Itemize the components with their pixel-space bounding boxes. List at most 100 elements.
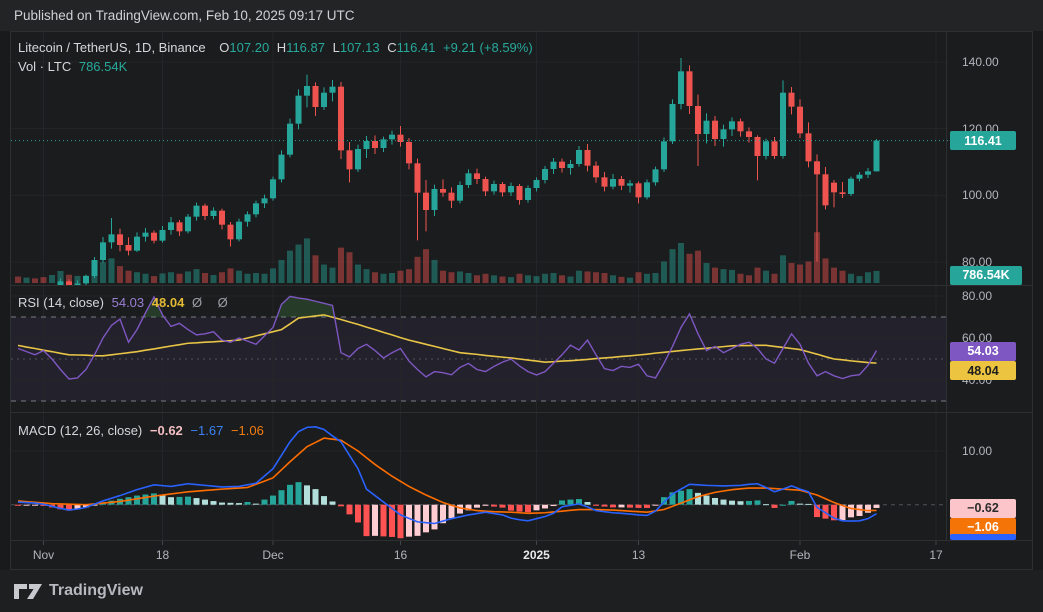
tradingview-logo[interactable]: TradingView <box>13 582 143 600</box>
macd-histogram-bar <box>202 499 208 505</box>
candle-body <box>610 179 616 187</box>
macd-histogram-bar <box>763 504 769 506</box>
macd-histogram-bar <box>839 504 846 521</box>
candle-body <box>703 120 710 134</box>
volume-bar <box>261 273 268 283</box>
volume-bar <box>848 273 854 283</box>
macd-histogram-bar <box>678 490 684 505</box>
volume-bar <box>406 269 412 283</box>
candle-body <box>125 245 132 251</box>
time-axis-label: Nov <box>32 548 55 562</box>
main-legend: Litecoin / TetherUS, 1D, Binance O107.20… <box>18 40 537 55</box>
macd-title[interactable]: MACD (12, 26, close) <box>18 423 143 438</box>
volume-bar <box>270 268 276 283</box>
macd-histogram-bar <box>244 502 251 505</box>
candle-body <box>814 161 820 175</box>
candle-body <box>414 163 421 193</box>
time-axis-label: 13 <box>631 548 646 562</box>
volume-bar <box>74 275 81 283</box>
volume-bar <box>525 275 531 283</box>
macd-histogram-bar <box>797 503 803 505</box>
candle-body <box>567 164 574 168</box>
candle-body <box>312 86 319 107</box>
close-value: 116.41 <box>396 40 436 55</box>
volume-bar <box>635 272 642 283</box>
candle-body <box>57 281 64 285</box>
candle-body <box>210 210 217 216</box>
volume-bar <box>414 256 421 283</box>
volume-bar <box>516 273 523 283</box>
macd-histogram-bar <box>389 504 395 537</box>
pane-borders <box>10 31 1033 541</box>
volume-bar <box>576 270 582 283</box>
macd-histogram-bar <box>15 504 21 506</box>
open-value: 107.20 <box>229 40 270 55</box>
volume-bar <box>703 263 710 283</box>
candle-body <box>559 161 565 168</box>
volume-bar <box>686 253 693 283</box>
volume-bar <box>695 250 701 283</box>
candle-body <box>737 121 744 132</box>
candle-body <box>542 169 548 180</box>
macd-histogram-bar <box>525 504 531 513</box>
open-label: O <box>219 40 230 55</box>
rsi-title[interactable]: RSI (14, close) <box>18 295 104 310</box>
chart-frame[interactable] <box>10 31 1033 570</box>
candle-body <box>848 178 854 194</box>
volume-bar <box>805 261 812 283</box>
macd-hist-badge: −0.62 <box>950 498 1016 518</box>
volume-bar <box>278 259 285 283</box>
tradingview-brand-text[interactable]: TradingView <box>49 582 143 599</box>
volume-bar <box>142 273 149 283</box>
candle-body <box>448 192 455 201</box>
candle-body <box>695 106 701 134</box>
volume-bar <box>593 272 599 283</box>
macd-histogram-bar <box>448 504 455 519</box>
volume-bar <box>244 273 251 283</box>
candle-body <box>508 186 514 193</box>
volume-bar <box>771 273 778 283</box>
candle-body <box>525 188 531 200</box>
macd-histogram-bar <box>550 504 557 507</box>
macd-histogram-bar <box>414 504 421 536</box>
price-badge: 116.41 <box>950 131 1016 151</box>
volume-bar <box>567 276 574 283</box>
volume-bar <box>159 273 166 283</box>
volume-bar <box>321 264 327 283</box>
macd-histogram-bar <box>465 504 472 511</box>
macd-histogram-bar <box>253 503 259 505</box>
macd-histogram-bar <box>431 504 438 530</box>
symbol-title[interactable]: Litecoin / TetherUS, 1D, Binance <box>18 40 206 55</box>
volume-bar <box>389 273 395 283</box>
volume-bar <box>40 277 47 283</box>
volume-bar <box>652 273 659 283</box>
macd-histogram-bar <box>287 484 293 505</box>
macd-histogram-bar <box>66 504 72 511</box>
volume-bar <box>151 276 157 283</box>
volume-bar <box>788 263 795 283</box>
candle-body <box>720 129 727 139</box>
candle-body <box>780 92 786 156</box>
macd-histogram-bar <box>482 504 489 506</box>
volume-bar <box>134 272 140 283</box>
macd-histogram-bar <box>346 504 353 515</box>
volume-bar <box>57 271 64 283</box>
macd-histogram-bar <box>712 497 718 505</box>
volume-bar <box>440 270 446 283</box>
candle-body <box>661 141 667 170</box>
macd-hist-value: −0.62 <box>149 423 183 438</box>
macd-histogram-bar <box>805 503 812 505</box>
volume-bar <box>627 277 633 283</box>
candle-body <box>278 154 285 180</box>
volume-bar <box>797 264 803 283</box>
candle-body <box>406 142 412 164</box>
volume-layer <box>15 232 880 283</box>
volume-badge: 786.54K <box>950 265 1022 285</box>
macd-histogram-bar <box>618 504 625 508</box>
candle-body <box>805 133 812 162</box>
candle-body <box>576 150 582 164</box>
candle-body <box>618 179 625 186</box>
macd-signal-value: −1.06 <box>230 423 264 438</box>
macd-histogram-bar <box>423 504 429 533</box>
